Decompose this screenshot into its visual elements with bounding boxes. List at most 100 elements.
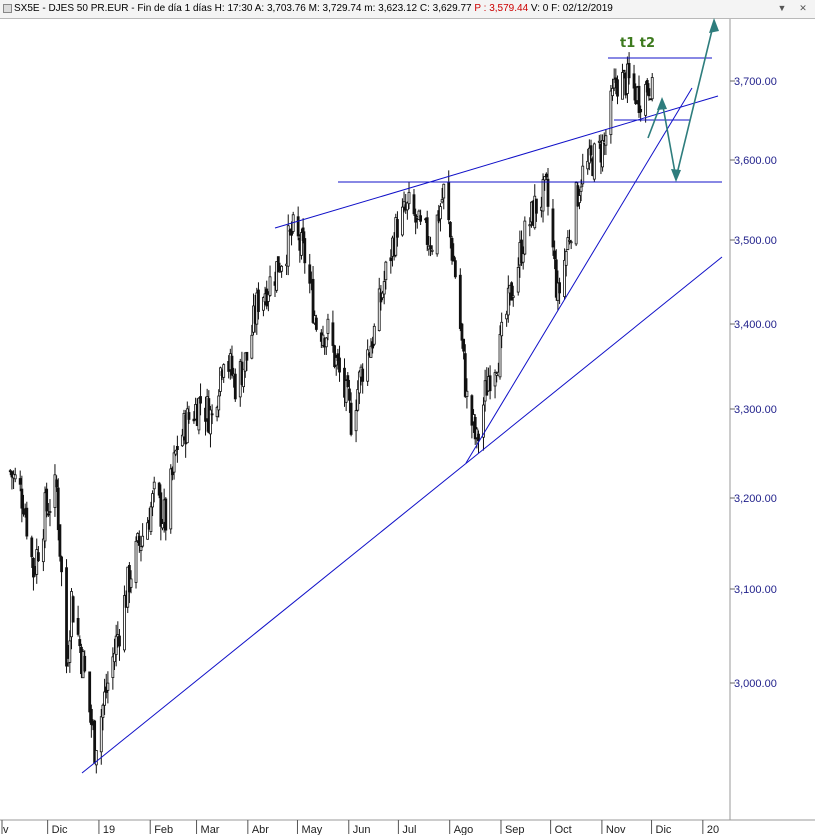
candle [348,379,351,413]
candle [215,405,219,422]
candle [498,325,502,380]
candle [544,172,548,181]
candle [505,310,509,327]
candle [553,240,557,270]
candle [597,134,601,149]
candle [546,167,550,216]
arrow-up-icon [709,18,719,33]
candle [210,404,214,425]
triangle-down-icon[interactable]: ▼ [777,3,787,13]
candle [308,253,312,294]
candle [357,370,361,405]
candle [314,314,318,332]
candle [564,249,568,277]
candle [382,270,386,305]
candle [463,344,467,399]
candle [169,464,173,534]
candle [543,176,547,191]
candle [558,277,561,305]
candle [587,139,591,171]
candle [419,209,423,226]
candle [175,435,179,463]
candle [161,518,164,531]
candle [243,352,247,378]
candle [333,344,336,369]
close-icon[interactable]: ✕ [799,3,807,13]
trendlines [81,57,723,774]
candle [482,397,485,451]
x-tick-label: Dic [656,824,672,835]
candle [611,78,614,101]
candle [440,187,444,204]
candle [563,248,566,300]
candle [405,201,409,220]
candle [592,142,596,182]
candle [106,671,110,704]
candle [222,363,226,383]
candle [334,354,338,376]
candle [650,73,654,102]
candle [458,268,462,332]
candle [551,199,555,256]
candle [632,64,636,101]
candle [354,399,358,443]
candle [134,536,138,589]
candle [266,291,270,312]
candle [242,368,245,393]
candle [521,246,525,270]
candle [68,630,72,673]
candle [645,78,649,96]
candle [523,216,527,256]
candle [301,218,305,244]
y-tick-label: 3,300.00 [734,404,777,416]
candle [500,312,504,349]
candle [450,235,454,265]
arrow-down-icon [671,169,681,182]
upper-channel-line-left [274,181,431,229]
candle [46,503,50,517]
candle [303,231,307,274]
candle [528,217,532,237]
candle [644,81,648,123]
candle [8,469,12,476]
y-tick-label: 3,100.00 [734,584,777,596]
candle [35,538,39,584]
candle [338,345,341,382]
m-value: 3,729.74 [322,3,362,14]
y-tick-label: 3,700.00 [734,76,777,88]
candle [37,546,40,562]
candle [430,245,434,255]
candle [268,265,272,297]
candle [296,206,300,241]
candle [622,69,626,79]
candle [218,366,222,397]
candle [473,414,477,445]
candle [192,411,196,424]
candle [257,282,260,320]
chart-title-bar: SX5E - DJES 50 PR.EUR - Fin de día 1 día… [0,0,815,19]
candle [114,624,118,667]
candle [245,351,249,371]
price-axis: 3,000.00 3,100.00 3,200.00 3,300.00 3,400.00… [730,76,777,690]
candle [103,678,106,715]
candle [58,524,62,562]
candle [541,173,545,223]
quote-header: SX5E - DJES 50 PR.EUR - Fin de día 1 día… [14,3,613,14]
candle [372,323,376,347]
candle [601,134,604,172]
t1-t2-annotation: t1 t2 [620,36,655,51]
candle [123,585,126,653]
candle [129,570,133,594]
candle [30,535,34,568]
candle [146,517,150,540]
candle [510,281,514,301]
candle [439,203,442,232]
x-tick-label: Oct [555,824,572,835]
y-tick-label: 3,600.00 [734,155,777,167]
candle [149,501,153,535]
candle [400,198,404,237]
symbol-text: SX5E - DJES 50 PR.EUR - Fin de día 1 día… [14,3,212,14]
candle [574,181,578,247]
candle [185,401,189,444]
y-tick-label: 3,000.00 [734,678,777,690]
